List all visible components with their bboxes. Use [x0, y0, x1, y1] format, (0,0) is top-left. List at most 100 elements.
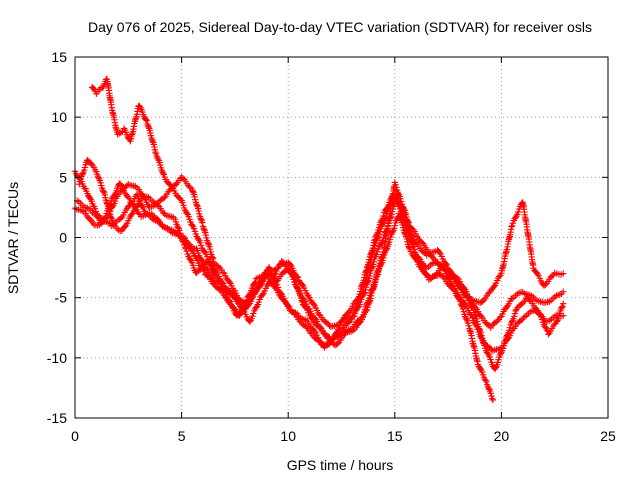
- data-point: [486, 289, 493, 296]
- data-point: [363, 264, 371, 271]
- data-point: [538, 316, 546, 323]
- data-point: [215, 263, 223, 271]
- data-point: [105, 205, 113, 213]
- data-point: [202, 231, 210, 239]
- data-point: [542, 324, 549, 331]
- data-point: [485, 385, 492, 392]
- data-point: [553, 318, 561, 325]
- axis-ticks: 0 5 10 15 20 25 15 10 5 0 -5 -10 -15: [47, 49, 616, 444]
- data-point: [474, 318, 481, 325]
- data-point: [386, 236, 394, 243]
- x-tick-label: 15: [387, 428, 403, 444]
- data-point: [151, 143, 158, 151]
- data-point: [334, 340, 341, 347]
- data-point: [375, 268, 382, 276]
- data-point: [191, 228, 199, 235]
- data-point: [225, 297, 233, 304]
- x-tick-label: 25: [600, 428, 616, 444]
- data-point: [362, 268, 370, 275]
- data-point: [251, 280, 258, 287]
- data-point: [404, 218, 412, 225]
- data-point: [476, 326, 483, 333]
- data-point: [487, 356, 494, 363]
- data-point: [195, 236, 202, 243]
- data-point: [411, 254, 419, 262]
- data-point: [145, 123, 152, 131]
- data-point: [468, 303, 475, 310]
- data-point: [272, 278, 279, 285]
- data-point: [445, 274, 453, 282]
- y-tick-label: 15: [51, 49, 67, 65]
- data-point: [249, 313, 256, 320]
- data-point: [154, 202, 162, 209]
- data-point: [375, 226, 382, 234]
- data-point: [183, 209, 191, 217]
- data-point: [125, 193, 132, 201]
- data-point: [187, 256, 194, 263]
- data-point: [180, 236, 187, 243]
- data-point: [490, 283, 498, 291]
- data-point: [198, 256, 205, 264]
- data-point: [324, 341, 331, 349]
- data-point: [149, 137, 156, 145]
- y-tick-label: -15: [47, 410, 67, 426]
- y-tick-label: 10: [51, 109, 67, 125]
- data-point: [494, 359, 502, 366]
- data-point: [186, 216, 193, 223]
- data-point: [463, 316, 470, 323]
- data-point: [457, 300, 465, 308]
- data-point: [496, 314, 504, 321]
- data-point: [322, 342, 330, 350]
- data-point: [135, 210, 142, 217]
- data-point: [252, 279, 259, 286]
- data-point: [384, 222, 392, 229]
- data-point: [378, 218, 385, 225]
- data-point: [560, 270, 567, 277]
- data-point: [560, 300, 567, 307]
- data-point: [380, 212, 387, 220]
- data-point: [358, 282, 366, 289]
- data-point: [372, 278, 379, 286]
- data-point: [377, 240, 385, 247]
- data-point: [298, 297, 305, 304]
- x-tick-label: 0: [71, 428, 79, 444]
- series-track-4: [88, 75, 567, 331]
- data-point: [363, 306, 371, 314]
- grid-lines: [75, 57, 608, 418]
- data-point: [259, 291, 266, 298]
- data-point: [143, 117, 150, 124]
- data-point: [297, 292, 304, 299]
- data-point: [459, 305, 467, 313]
- data-point: [220, 285, 228, 293]
- data-point: [352, 304, 359, 312]
- data-point: [388, 208, 396, 215]
- data-point: [243, 297, 251, 304]
- data-point: [310, 301, 317, 308]
- data-point: [356, 291, 363, 298]
- data-point: [173, 180, 180, 188]
- data-point: [308, 315, 315, 322]
- data-point: [526, 296, 533, 304]
- data-point: [465, 322, 472, 329]
- data-point: [157, 161, 164, 169]
- data-point: [100, 188, 107, 195]
- data-point: [292, 278, 299, 285]
- data-point: [503, 332, 511, 339]
- data-point: [373, 271, 381, 279]
- data-point: [460, 287, 468, 295]
- data-point: [81, 164, 89, 171]
- data-point: [197, 216, 205, 223]
- data-point: [497, 350, 504, 357]
- data-point: [542, 281, 549, 289]
- data-series: [71, 75, 567, 404]
- data-point: [492, 364, 499, 371]
- data-point: [383, 205, 390, 212]
- data-point: [95, 174, 102, 181]
- data-point: [101, 191, 109, 199]
- data-point: [481, 342, 488, 349]
- data-point: [219, 269, 227, 276]
- data-point: [191, 193, 198, 201]
- data-point: [499, 345, 507, 352]
